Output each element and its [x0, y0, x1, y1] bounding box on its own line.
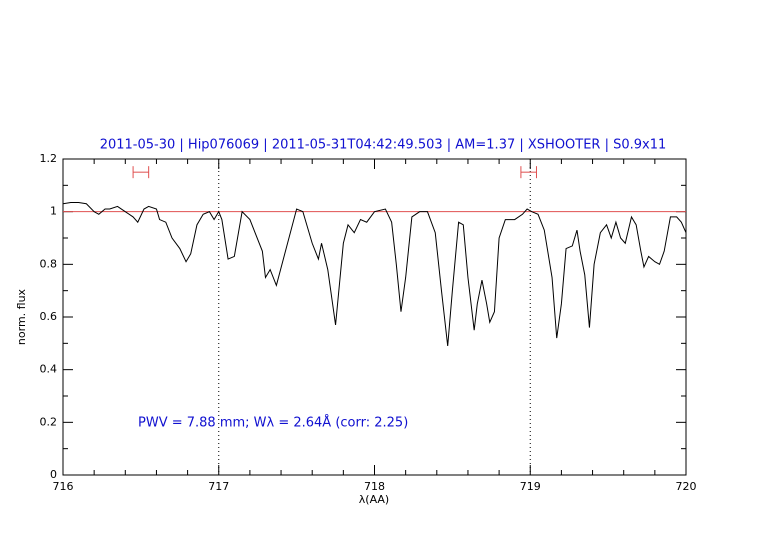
x-axis-label: λ(AA)	[359, 493, 389, 506]
x-tick-label: 719	[520, 480, 541, 493]
y-tick-label: 1	[50, 205, 57, 218]
x-tick-label: 716	[53, 480, 74, 493]
y-tick-label: 0.2	[40, 415, 58, 428]
x-tick-label: 717	[208, 480, 229, 493]
x-tick-label: 720	[676, 480, 697, 493]
y-tick-label: 0.6	[40, 310, 58, 323]
x-tick-label: 718	[364, 480, 385, 493]
y-tick-label: 0	[50, 468, 57, 481]
y-tick-label: 1.2	[40, 152, 58, 165]
annotation: PWV = 7.88 mm; Wλ = 2.64Å (corr: 2.25)	[138, 415, 408, 431]
y-tick-label: 0.8	[40, 257, 58, 270]
y-axis-label: norm. flux	[15, 288, 28, 345]
chart-title: 2011-05-30 | Hip076069 | 2011-05-31T04:4…	[100, 138, 667, 153]
spectrum-line	[62, 201, 687, 347]
y-tick-label: 0.4	[40, 363, 58, 376]
